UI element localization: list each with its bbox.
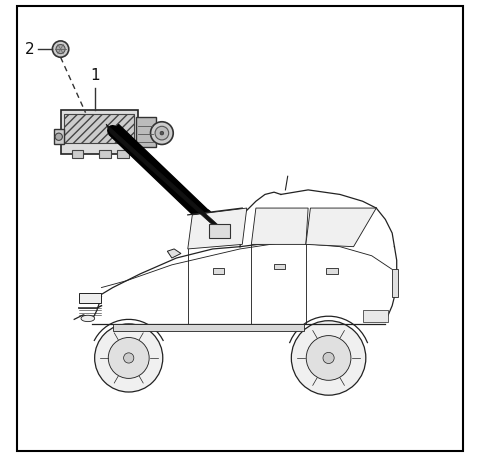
Bar — [326, 268, 337, 274]
Circle shape — [108, 338, 149, 378]
Polygon shape — [306, 208, 376, 247]
Bar — [274, 264, 286, 269]
Bar — [363, 310, 388, 322]
Circle shape — [306, 335, 351, 380]
FancyBboxPatch shape — [209, 224, 230, 239]
FancyBboxPatch shape — [64, 114, 134, 143]
Polygon shape — [188, 208, 247, 249]
Bar — [392, 269, 397, 297]
Text: 1: 1 — [90, 68, 99, 83]
Circle shape — [52, 41, 69, 57]
Circle shape — [95, 324, 163, 392]
Circle shape — [291, 321, 366, 395]
Bar — [135, 117, 156, 147]
Circle shape — [124, 353, 134, 363]
Bar — [72, 150, 84, 158]
Circle shape — [155, 126, 168, 140]
Bar — [79, 293, 100, 303]
Bar — [213, 268, 224, 274]
Circle shape — [217, 227, 225, 234]
Bar — [113, 324, 303, 331]
Polygon shape — [106, 124, 224, 235]
FancyBboxPatch shape — [60, 111, 138, 154]
Circle shape — [151, 122, 173, 144]
Text: 2: 2 — [25, 42, 35, 57]
Circle shape — [323, 352, 334, 363]
Polygon shape — [168, 249, 181, 258]
Bar — [118, 150, 129, 158]
Bar — [54, 128, 64, 144]
Circle shape — [160, 131, 164, 135]
Polygon shape — [252, 208, 308, 244]
Ellipse shape — [81, 315, 95, 322]
Circle shape — [56, 44, 65, 53]
Bar — [99, 150, 110, 158]
Circle shape — [55, 133, 62, 140]
